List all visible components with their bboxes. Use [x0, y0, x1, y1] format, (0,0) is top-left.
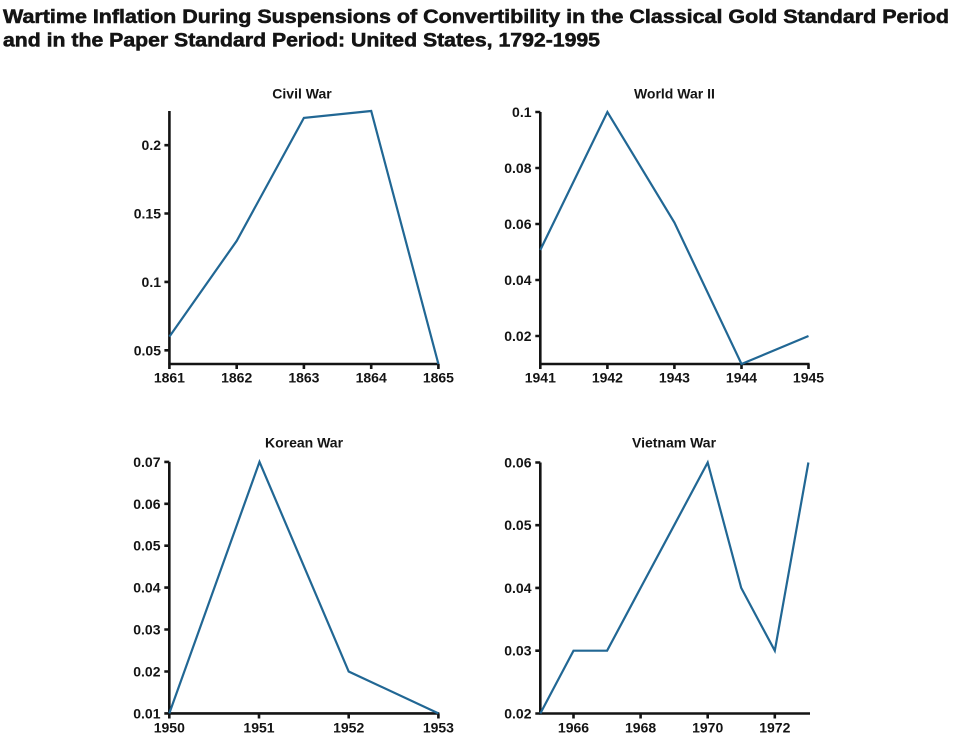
svg-text:0.04: 0.04	[504, 272, 531, 288]
svg-text:1941: 1941	[525, 370, 556, 386]
svg-text:0.1: 0.1	[142, 274, 162, 290]
svg-text:0.04: 0.04	[133, 580, 160, 596]
svg-text:1862: 1862	[221, 370, 252, 386]
svg-text:Korean War: Korean War	[265, 435, 344, 451]
svg-text:1863: 1863	[288, 370, 319, 386]
svg-text:1942: 1942	[592, 370, 623, 386]
svg-text:Wartime Inflation During Suspe: Wartime Inflation During Suspensions of …	[3, 6, 949, 28]
svg-text:1952: 1952	[333, 720, 364, 736]
svg-text:0.15: 0.15	[134, 206, 161, 222]
svg-text:1943: 1943	[659, 370, 690, 386]
svg-text:1861: 1861	[154, 370, 185, 386]
svg-text:0.02: 0.02	[133, 664, 160, 680]
svg-text:0.05: 0.05	[133, 538, 160, 554]
svg-text:0.05: 0.05	[504, 517, 531, 533]
svg-text:1966: 1966	[558, 720, 589, 736]
svg-text:0.02: 0.02	[504, 328, 531, 344]
svg-text:0.07: 0.07	[133, 454, 160, 470]
svg-text:0.2: 0.2	[142, 137, 162, 153]
svg-text:0.08: 0.08	[504, 160, 531, 176]
svg-text:1968: 1968	[625, 720, 656, 736]
svg-text:0.1: 0.1	[512, 104, 532, 120]
svg-text:1944: 1944	[726, 370, 757, 386]
svg-text:0.01: 0.01	[133, 705, 160, 721]
svg-text:1951: 1951	[243, 720, 274, 736]
svg-text:1864: 1864	[356, 370, 387, 386]
svg-text:0.06: 0.06	[504, 216, 531, 232]
svg-text:1950: 1950	[154, 720, 185, 736]
svg-text:0.03: 0.03	[133, 622, 160, 638]
svg-text:1953: 1953	[423, 720, 454, 736]
svg-text:1865: 1865	[423, 370, 454, 386]
svg-text:Civil War: Civil War	[272, 86, 332, 102]
svg-text:0.06: 0.06	[133, 496, 160, 512]
svg-text:World War II: World War II	[634, 86, 715, 102]
svg-text:0.05: 0.05	[134, 342, 161, 358]
svg-text:and in the Paper Standard Peri: and in the Paper Standard Period: United…	[3, 29, 600, 51]
svg-text:0.04: 0.04	[504, 580, 531, 596]
svg-text:1970: 1970	[692, 720, 723, 736]
svg-text:0.06: 0.06	[504, 455, 531, 471]
svg-text:0.03: 0.03	[504, 643, 531, 659]
svg-text:0.02: 0.02	[504, 706, 531, 722]
svg-text:1945: 1945	[793, 370, 824, 386]
svg-text:1972: 1972	[759, 720, 790, 736]
svg-text:Vietnam War: Vietnam War	[632, 435, 717, 451]
